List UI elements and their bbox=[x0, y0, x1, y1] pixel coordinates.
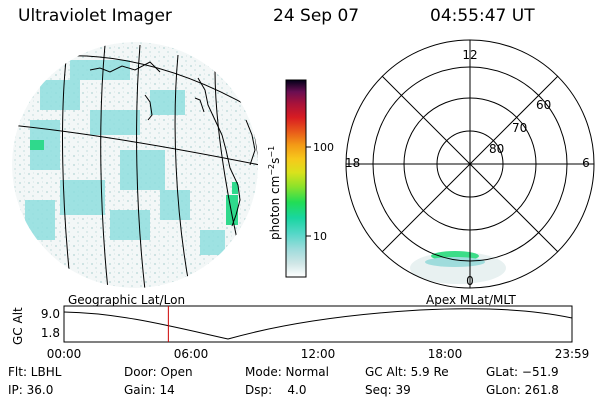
status-door: Door: Open bbox=[124, 365, 193, 379]
status-glon: GLon: 261.8 bbox=[486, 383, 559, 397]
status-dsp: Dsp: 4.0 bbox=[245, 383, 307, 397]
mlt-6: 6 bbox=[582, 156, 590, 170]
status-ip: IP: 36.0 bbox=[8, 383, 54, 397]
colorbar-tick-100: 100 bbox=[313, 141, 334, 154]
mlt-12: 12 bbox=[462, 48, 477, 62]
status-gc-alt: GC Alt: 5.9 Re bbox=[365, 365, 449, 379]
mlt-18: 18 bbox=[345, 156, 360, 170]
xtick-1200: 12:00 bbox=[301, 347, 336, 361]
ytick-9: 9.0 bbox=[41, 307, 60, 321]
gc-alt-ylabel: GC Alt bbox=[11, 307, 25, 345]
date-label: 24 Sep 07 bbox=[273, 6, 360, 26]
strip-frame bbox=[63, 305, 573, 343]
status-glat: GLat: −51.9 bbox=[486, 365, 559, 379]
colorbar-tick-10: 10 bbox=[313, 230, 327, 243]
xtick-2359: 23:59 bbox=[555, 347, 590, 361]
mlat-70: 70 bbox=[512, 121, 527, 135]
mlat-60: 60 bbox=[536, 98, 551, 112]
apex-title: Apex MLat/MLT bbox=[426, 293, 516, 307]
xtick-0000: 00:00 bbox=[47, 347, 82, 361]
xtick-0600: 06:00 bbox=[174, 347, 209, 361]
xtick-1800: 18:00 bbox=[428, 347, 463, 361]
instrument-title: Ultraviolet Imager bbox=[18, 6, 172, 26]
status-seq: Seq: 39 bbox=[365, 383, 411, 397]
status-flt: Flt: LBHL bbox=[8, 365, 62, 379]
x-ticks: 00:00 06:00 12:00 18:00 23:59 bbox=[47, 347, 590, 361]
altitude-curve bbox=[63, 308, 573, 340]
coastline bbox=[89, 61, 256, 227]
time-label: 04:55:47 UT bbox=[430, 6, 535, 26]
mlt-0: 0 bbox=[466, 274, 474, 288]
mlat-80: 80 bbox=[489, 142, 504, 156]
colorbar-unit-label: photon cm−2s−1 bbox=[267, 146, 282, 240]
status-gain: Gain: 14 bbox=[124, 383, 175, 397]
ytick-1.8: 1.8 bbox=[41, 326, 60, 340]
status-mode: Mode: Normal bbox=[245, 365, 329, 379]
geographic-title: Geographic Lat/Lon bbox=[68, 293, 186, 307]
